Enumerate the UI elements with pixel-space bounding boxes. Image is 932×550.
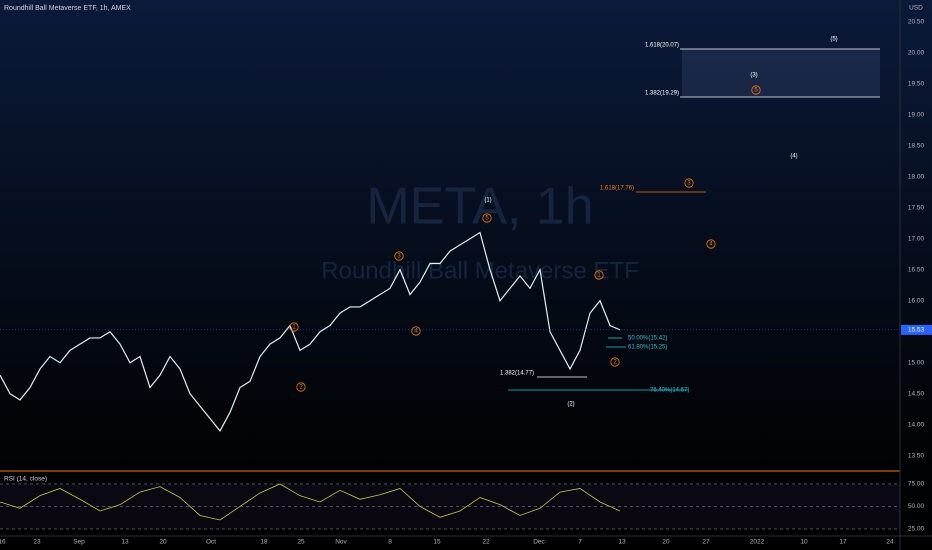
- price-line: [0, 231, 621, 433]
- annotation: 76.40%(14.57): [650, 388, 689, 394]
- y-tick-label: 14.50: [908, 390, 925, 397]
- wave-circle: [411, 326, 421, 336]
- annotation: (3): [750, 73, 757, 79]
- annotation: 61.80%(15.25): [628, 345, 667, 351]
- x-tick-label: 16: [0, 539, 6, 546]
- y-tick-label: 17.00: [908, 235, 925, 242]
- x-tick-label: 23: [33, 539, 41, 546]
- x-tick-label: 2022: [750, 539, 765, 546]
- y-tick-label: 25.00: [908, 526, 925, 533]
- last-price-box: [901, 324, 932, 335]
- x-tick-label: 22: [482, 539, 490, 546]
- x-tick-label: 15: [433, 539, 441, 546]
- wave-circle: [594, 270, 604, 280]
- annotation: (4): [790, 154, 797, 160]
- last-price-label: 15.53: [908, 327, 925, 334]
- annotation: 1.618(20.07): [645, 43, 679, 49]
- rsi-line: [0, 483, 621, 521]
- annotation: 4: [709, 242, 713, 248]
- x-tick-label: Oct: [206, 539, 216, 546]
- y-tick-label: 16.00: [908, 297, 925, 304]
- annotation: 50.00%(15.42): [628, 336, 667, 342]
- x-tick-label: 20: [662, 539, 670, 546]
- x-tick-label: 10: [800, 539, 808, 546]
- y-tick-label: 17.50: [908, 204, 925, 211]
- y-tick-label: 20.00: [908, 49, 925, 56]
- wave-circle: [394, 251, 404, 261]
- rsi-title: RSI (14, close): [4, 476, 47, 483]
- annotation: 2: [299, 385, 303, 391]
- wave-circle: [610, 357, 620, 367]
- x-tick-label: 20: [159, 539, 167, 546]
- x-tick-label: 25: [297, 539, 305, 546]
- wave-circle: [684, 178, 694, 188]
- x-tick-label: Dec: [533, 539, 545, 546]
- y-tick-label: 50.00: [908, 503, 925, 510]
- x-tick-label: 24: [886, 539, 894, 546]
- y-tick-label: 75.00: [908, 481, 925, 488]
- y-tick-label: 18.00: [908, 173, 925, 180]
- x-tick-label: 13: [618, 539, 626, 546]
- wave-circle: [482, 213, 492, 223]
- x-tick-label: Sep: [73, 539, 85, 546]
- watermark-name: Roundhill Ball Metaverse ETF: [321, 257, 638, 284]
- currency: USD: [909, 5, 923, 12]
- annotation: (5): [830, 37, 837, 43]
- annotation: (1): [484, 198, 491, 204]
- annotation: 5: [754, 88, 758, 94]
- annotation: 5: [485, 216, 489, 222]
- y-tick-label: 16.50: [908, 266, 925, 273]
- x-tick-label: 18: [260, 539, 268, 546]
- y-tick-label: 15.00: [908, 359, 925, 366]
- chart-title: Roundhill Ball Metaverse ETF, 1h, AMEX: [4, 5, 131, 12]
- annotation: 1.382(19.29): [645, 91, 679, 97]
- y-tick-label: 20.50: [908, 18, 925, 25]
- y-tick-label: 19.50: [908, 80, 925, 87]
- annotation: 3: [687, 181, 691, 187]
- x-tick-label: Nov: [335, 539, 347, 546]
- wave-circle: [751, 85, 761, 95]
- annotation: 1.382(14.77): [500, 371, 534, 377]
- annotation: 2: [613, 360, 617, 366]
- watermark-symbol: META, 1h: [366, 178, 593, 236]
- x-tick-label: 13: [121, 539, 129, 546]
- x-tick-label: 17: [839, 539, 847, 546]
- target-zone: [682, 49, 880, 97]
- annotation: 1.618(17.76): [600, 186, 634, 192]
- wave-circle: [296, 382, 306, 392]
- x-tick-label: 8: [388, 539, 392, 546]
- rsi-band: [0, 483, 900, 529]
- annotation: 3: [397, 254, 401, 260]
- y-tick-label: 18.50: [908, 142, 925, 149]
- annotation: 1: [292, 325, 296, 331]
- wave-circle: [289, 322, 299, 332]
- annotation: 4: [414, 329, 418, 335]
- annotation: (2): [567, 402, 574, 408]
- annotation: 1: [597, 273, 601, 279]
- y-tick-label: 13.50: [908, 452, 925, 459]
- x-tick-label: 7: [578, 539, 582, 546]
- wave-circle: [706, 239, 716, 249]
- y-tick-label: 14.00: [908, 421, 925, 428]
- y-tick-label: 19.00: [908, 111, 925, 118]
- x-tick-label: 27: [702, 539, 710, 546]
